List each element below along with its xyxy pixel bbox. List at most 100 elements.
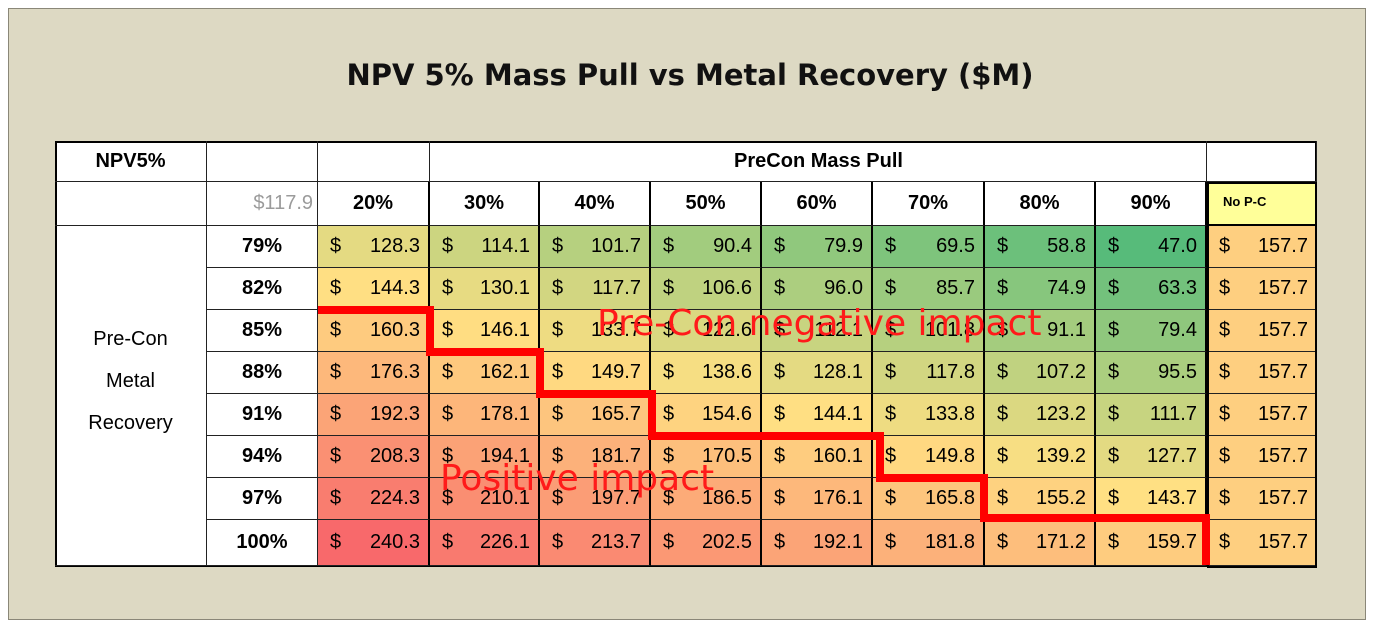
baseline-value: $117.9 — [207, 182, 318, 226]
currency-symbol: $ — [885, 531, 897, 553]
currency-symbol: $ — [1219, 235, 1231, 257]
no-precon-cell: $157.7 — [1207, 520, 1317, 566]
cell-value: 157.7 — [1257, 319, 1308, 341]
row-axis-label-line: Recovery — [88, 412, 173, 434]
currency-symbol: $ — [774, 403, 786, 425]
cell-value: 192.1 — [812, 531, 863, 553]
cell-value: 117.7 — [592, 277, 641, 299]
cell-value: 197.7 — [590, 487, 641, 509]
cell-value: 112.1 — [814, 319, 863, 341]
data-cell: $170.5 — [651, 436, 762, 478]
column-header: 40% — [540, 182, 651, 226]
currency-symbol: $ — [442, 531, 454, 553]
currency-symbol: $ — [442, 277, 454, 299]
currency-symbol: $ — [774, 531, 786, 553]
data-cell: $146.1 — [430, 310, 540, 352]
data-cell: $47.0 — [1096, 226, 1207, 268]
currency-symbol: $ — [997, 277, 1009, 299]
currency-symbol: $ — [774, 235, 786, 257]
cell-value: 154.6 — [701, 403, 752, 425]
data-cell: $122.6 — [651, 310, 762, 352]
currency-symbol: $ — [1108, 403, 1120, 425]
cell-value: 192.3 — [369, 403, 420, 425]
currency-symbol: $ — [663, 361, 675, 383]
cell-value: 74.9 — [1047, 277, 1086, 299]
data-cell: $133.8 — [873, 394, 985, 436]
currency-symbol: $ — [1108, 277, 1120, 299]
currency-symbol: $ — [442, 235, 454, 257]
currency-symbol: $ — [663, 319, 675, 341]
data-cell: $58.8 — [985, 226, 1096, 268]
no-precon-cell: $157.7 — [1207, 478, 1317, 520]
data-cell: $202.5 — [651, 520, 762, 566]
cell-value: 178.1 — [479, 403, 530, 425]
cell-value: 170.5 — [701, 445, 752, 467]
data-cell: $138.6 — [651, 352, 762, 394]
cell-value: 176.1 — [812, 487, 863, 509]
data-cell: $176.3 — [318, 352, 430, 394]
data-cell: $208.3 — [318, 436, 430, 478]
currency-symbol: $ — [442, 487, 454, 509]
currency-symbol: $ — [774, 277, 786, 299]
cell-value: 79.9 — [824, 235, 863, 257]
cell-value: 165.7 — [590, 403, 641, 425]
cell-value: 63.3 — [1158, 277, 1197, 299]
currency-symbol: $ — [552, 531, 564, 553]
currency-symbol: $ — [774, 487, 786, 509]
header-blank — [207, 141, 318, 182]
data-cell: $63.3 — [1096, 268, 1207, 310]
no-precon-cell: $157.7 — [1207, 226, 1317, 268]
data-cell: $176.1 — [762, 478, 873, 520]
data-cell: $192.3 — [318, 394, 430, 436]
cell-value: 111.7 — [1149, 403, 1197, 425]
data-cell: $149.8 — [873, 436, 985, 478]
data-cell: $144.1 — [762, 394, 873, 436]
currency-symbol: $ — [1108, 361, 1120, 383]
column-header: 60% — [762, 182, 873, 226]
data-cell: $95.5 — [1096, 352, 1207, 394]
currency-symbol: $ — [552, 403, 564, 425]
currency-symbol: $ — [552, 277, 564, 299]
column-header: 20% — [318, 182, 430, 226]
cell-value: 69.5 — [936, 235, 975, 257]
cell-value: 165.8 — [924, 487, 975, 509]
cell-value: 157.7 — [1257, 361, 1308, 383]
cell-value: 58.8 — [1047, 235, 1086, 257]
row-header: 97% — [207, 478, 318, 520]
data-cell: $69.5 — [873, 226, 985, 268]
cell-value: 133.8 — [924, 403, 975, 425]
data-cell: $130.1 — [430, 268, 540, 310]
cell-value: 107.2 — [1035, 361, 1086, 383]
cell-value: 117.8 — [926, 361, 975, 383]
currency-symbol: $ — [774, 361, 786, 383]
currency-symbol: $ — [997, 403, 1009, 425]
header-blank — [318, 141, 430, 182]
column-header: 30% — [430, 182, 540, 226]
currency-symbol: $ — [1108, 531, 1120, 553]
cell-value: 186.5 — [701, 487, 752, 509]
data-cell: $101.8 — [873, 310, 985, 352]
cell-value: 149.8 — [924, 445, 975, 467]
data-cell: $79.4 — [1096, 310, 1207, 352]
currency-symbol: $ — [885, 487, 897, 509]
data-cell: $160.1 — [762, 436, 873, 478]
cell-value: 114.1 — [481, 235, 530, 257]
data-cell: $133.7 — [540, 310, 651, 352]
currency-symbol: $ — [1219, 403, 1231, 425]
cell-value: 159.7 — [1146, 531, 1197, 553]
data-cell: $111.7 — [1096, 394, 1207, 436]
currency-symbol: $ — [997, 235, 1009, 257]
data-cell: $240.3 — [318, 520, 430, 566]
row-header: 94% — [207, 436, 318, 478]
cell-value: 101.7 — [590, 235, 641, 257]
cell-value: 155.2 — [1035, 487, 1086, 509]
currency-symbol: $ — [552, 235, 564, 257]
currency-symbol: $ — [885, 361, 897, 383]
data-cell: $143.7 — [1096, 478, 1207, 520]
cell-value: 127.7 — [1146, 445, 1197, 467]
currency-symbol: $ — [330, 531, 342, 553]
currency-symbol: $ — [997, 531, 1009, 553]
currency-symbol: $ — [330, 277, 342, 299]
cell-value: 194.1 — [479, 445, 530, 467]
currency-symbol: $ — [1108, 445, 1120, 467]
